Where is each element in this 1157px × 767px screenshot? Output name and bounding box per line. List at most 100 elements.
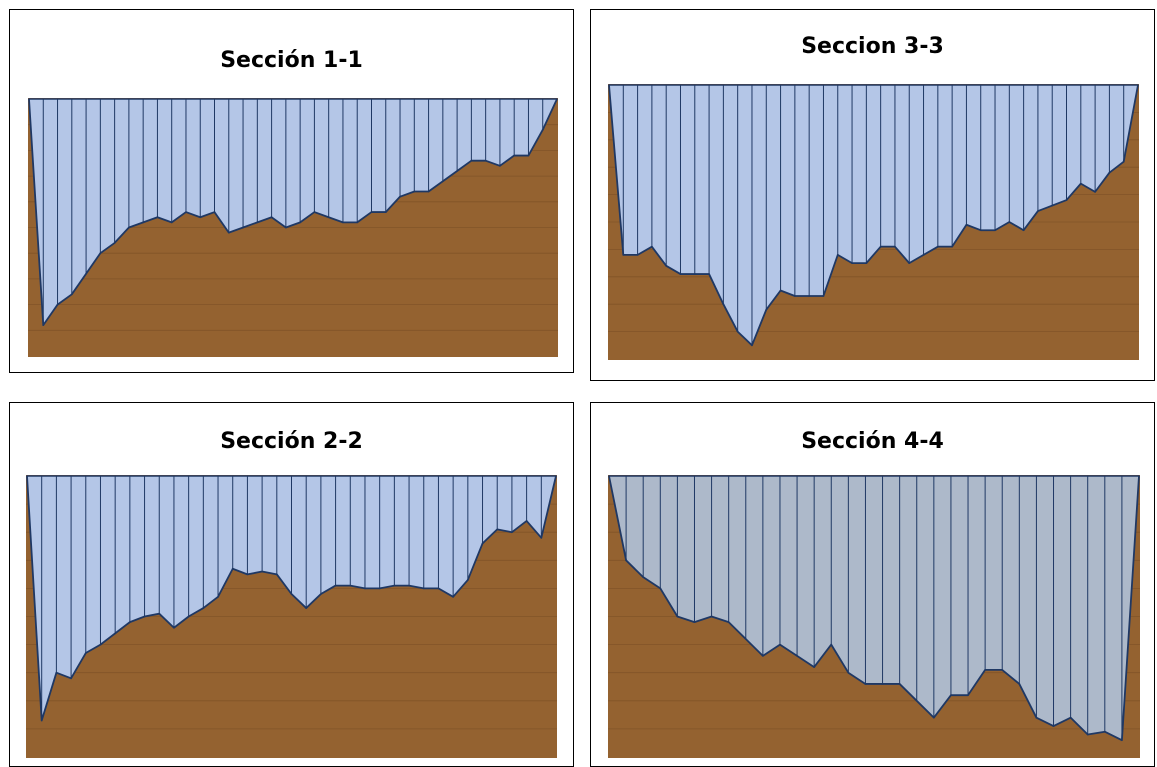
chart-title: Seccion 3-3 [801,34,944,59]
data-point [794,295,796,297]
data-point [470,159,473,162]
data-point [187,615,190,618]
data-point [1086,733,1089,736]
data-point [1018,683,1021,685]
data-point [408,584,410,587]
data-point [894,245,896,248]
data-point [143,615,146,618]
data-point [527,154,530,157]
data-point [727,621,730,623]
data-point [879,245,882,248]
chart-panel-1: Sección 1-1 [9,9,574,373]
data-point [915,700,918,702]
data-point [679,273,682,275]
data-point [908,262,911,264]
data-point [170,221,173,224]
data-point [156,216,159,219]
data-point [984,669,986,671]
data-point [796,655,798,657]
data-point [541,129,544,131]
data-point [28,98,30,100]
data-point [1022,229,1025,232]
data-point [128,226,130,229]
data-point [129,621,131,623]
data-point [736,330,739,333]
data-point [42,324,45,326]
data-point [227,231,230,234]
data-point [636,254,639,256]
data-point [1065,199,1068,201]
data-point [185,211,187,213]
data-point [364,587,366,590]
data-point [422,587,425,590]
data-point [1137,84,1139,86]
data-point [1104,730,1106,733]
data-point [693,621,696,623]
data-point [836,254,839,256]
data-point [556,98,558,100]
data-point [99,252,102,254]
data-point [744,638,747,640]
data-point [1051,204,1054,207]
data-point [1121,739,1123,741]
data-point [762,655,764,657]
data-point [217,596,219,598]
data-point [40,719,43,722]
data-point [967,694,969,696]
data-point [830,643,833,646]
data-point [158,612,161,615]
data-point [1052,725,1055,727]
data-point [642,576,644,578]
data-point [467,579,469,581]
data-point [676,615,679,618]
data-point [173,626,175,629]
data-point [1035,716,1038,719]
data-point [70,677,72,680]
chart-plot [28,98,558,357]
data-point [384,211,387,213]
data-point [370,211,373,213]
data-point [540,537,543,539]
data-point [342,221,344,224]
data-point [965,223,968,226]
data-point [710,615,713,618]
data-point [334,584,337,587]
data-point [261,570,263,573]
data-point [751,344,753,347]
data-point [413,190,416,193]
data-point [71,293,73,296]
data-point [808,295,810,297]
ground-profile-line [608,84,1139,347]
data-point [26,475,28,477]
data-point [349,584,352,587]
data-point [933,716,935,719]
data-point [305,607,307,609]
data-point [290,593,293,595]
data-point [625,559,627,562]
data-point [299,221,301,224]
data-point [213,211,216,213]
water-area [609,476,1139,741]
data-point [85,272,87,275]
data-point [84,652,87,654]
data-point [898,683,901,685]
data-point [231,567,234,570]
ground-profile-line [608,475,1140,742]
data-point [1094,191,1096,193]
data-point [937,245,939,248]
data-point [651,245,653,248]
data-point [1008,221,1011,223]
data-point [665,265,667,267]
data-point [427,190,430,193]
data-point [1122,160,1125,163]
chart-title: Sección 4-4 [801,429,944,454]
data-point [1001,669,1004,671]
data-point [608,84,610,86]
data-point [950,694,952,696]
data-point [114,632,116,635]
data-point [99,643,102,646]
data-point [442,180,444,183]
data-point [822,295,825,297]
water-area [609,85,1138,346]
data-point [327,216,330,219]
